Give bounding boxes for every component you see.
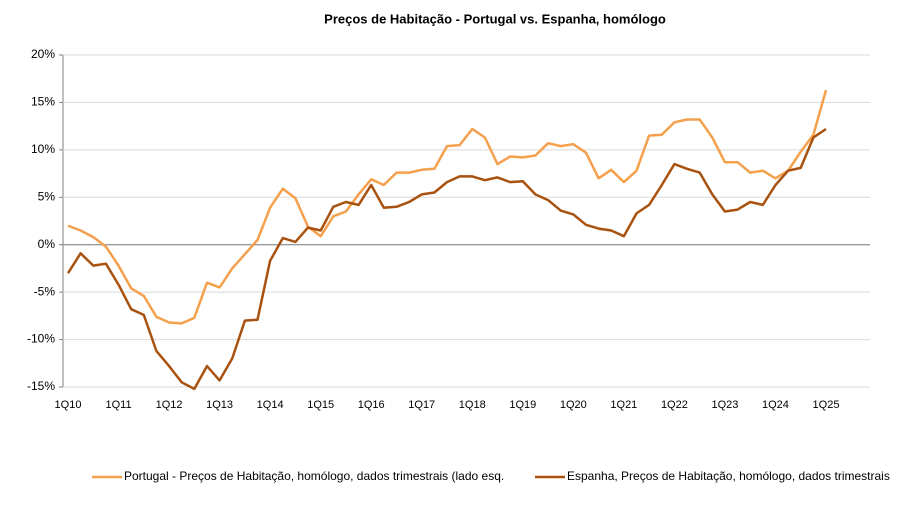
x-tick-label: 1Q12 (156, 399, 183, 411)
x-tick-label: 1Q23 (711, 399, 738, 411)
y-tick-label: 15% (31, 95, 55, 109)
x-tick-label: 1Q25 (813, 399, 840, 411)
x-tick-label: 1Q17 (408, 399, 435, 411)
y-tick-label: 5% (38, 189, 56, 203)
legend-label: Espanha, Preços de Habitação, homólogo, … (567, 469, 890, 483)
x-tick-label: 1Q20 (560, 399, 587, 411)
y-tick-label: -5% (34, 284, 56, 298)
legend-label: Portugal - Preços de Habitação, homólogo… (124, 469, 504, 483)
y-tick-label: -15% (27, 379, 55, 393)
x-tick-label: 1Q22 (661, 399, 688, 411)
x-tick-label: 1Q16 (358, 399, 385, 411)
x-tick-label: 1Q13 (206, 399, 233, 411)
x-tick-label: 1Q14 (257, 399, 284, 411)
x-tick-label: 1Q11 (105, 399, 131, 411)
y-tick-label: 20% (31, 47, 55, 61)
series-line (67, 89, 828, 325)
chart-title: Preços de Habitação - Portugal vs. Espan… (324, 11, 666, 26)
x-tick-label: 1Q19 (509, 399, 536, 411)
x-tick-label: 1Q18 (459, 399, 486, 411)
x-tick-label: 1Q24 (762, 399, 789, 411)
y-tick-label: 0% (38, 237, 56, 251)
x-tick-label: 1Q10 (55, 399, 82, 411)
series-line (66, 127, 827, 391)
y-tick-label: 10% (31, 142, 55, 156)
x-tick-label: 1Q21 (610, 399, 637, 411)
y-tick-label: -10% (27, 332, 55, 346)
x-tick-label: 1Q15 (307, 399, 334, 411)
